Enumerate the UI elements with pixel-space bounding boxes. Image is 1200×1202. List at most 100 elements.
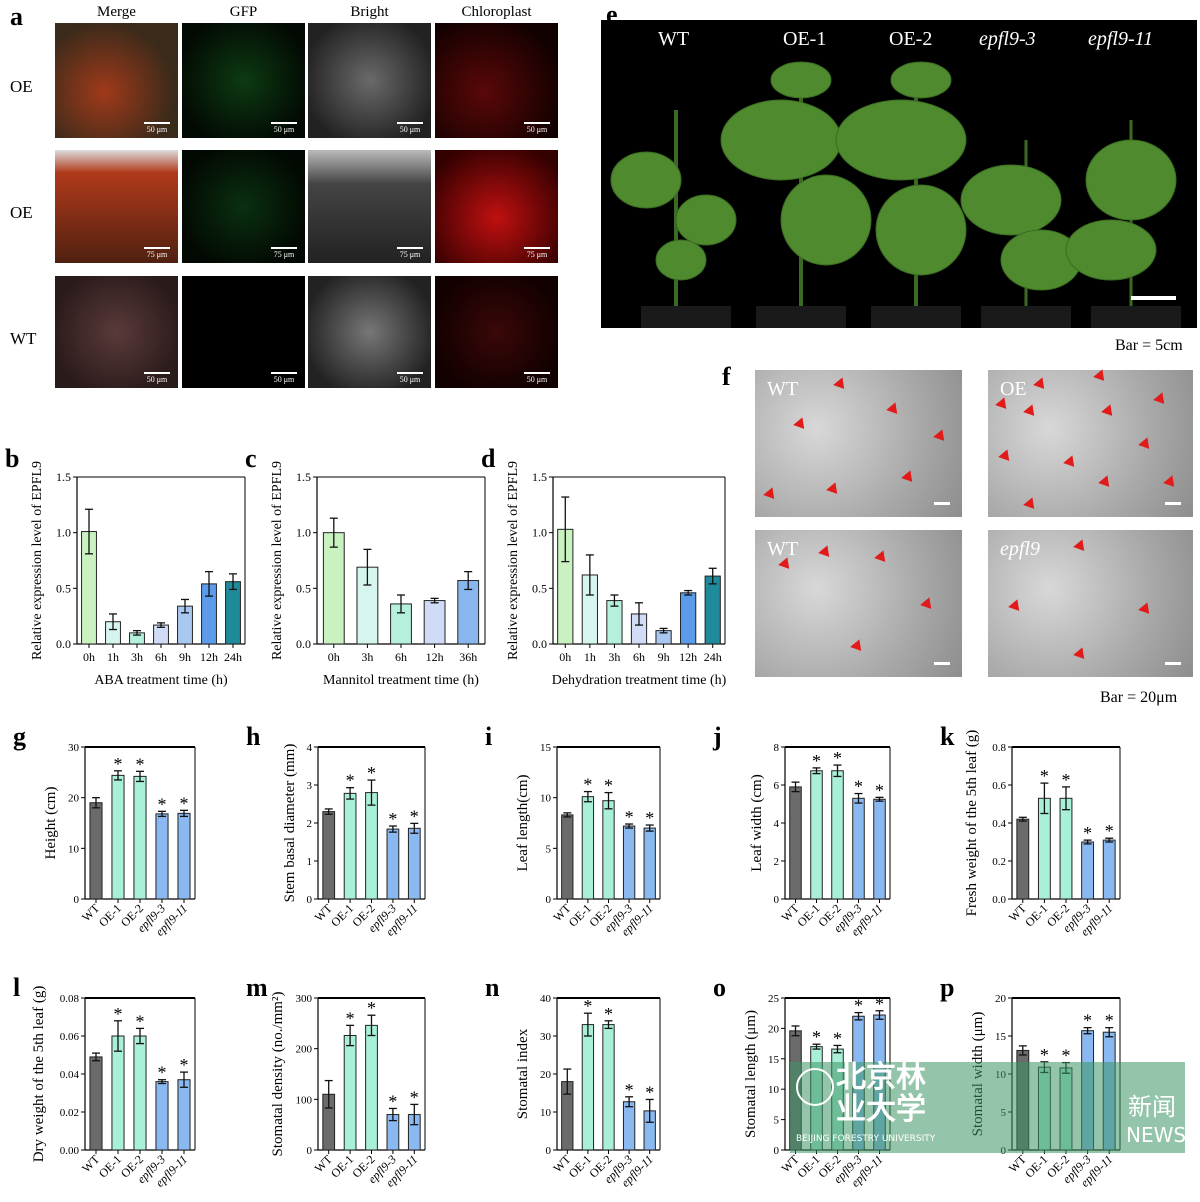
y-tick-label: 3	[307, 780, 313, 792]
significance-star: *	[1083, 1011, 1092, 1031]
y-tick-label: 0	[307, 894, 313, 906]
x-tick-label: 12h	[426, 650, 444, 664]
x-tick-label: OE-1	[96, 1152, 124, 1180]
bar-epfl9-3	[622, 1101, 636, 1151]
x-tick-label: 1h	[584, 650, 596, 664]
bar-OE-2	[365, 792, 378, 900]
y-tick-label: 0	[546, 1145, 552, 1157]
x-tick-label: 24h	[224, 650, 242, 664]
bar-WT	[89, 802, 103, 900]
bar-WT	[561, 814, 574, 900]
y-tick-label: 15	[540, 742, 552, 754]
micrograph-bright-row2: 75 μm	[308, 150, 431, 263]
y-tick-label: 1.0	[296, 526, 311, 540]
panel-label-e: e	[606, 0, 618, 29]
x-tick-label: 0h	[328, 650, 340, 664]
x-tick-label: 24h	[704, 650, 722, 664]
bar-epfl9-11	[643, 827, 656, 900]
scale-bar: 75 μm	[144, 247, 170, 259]
col-header-bright: Bright	[350, 4, 389, 20]
significance-star: *	[367, 763, 376, 783]
y-tick-label: 1.5	[532, 470, 547, 484]
bar-epfl9-11	[1102, 839, 1116, 900]
bar-OE-2	[365, 1024, 378, 1151]
x-tick-label: 12h	[679, 650, 697, 664]
plant-label-epfl9-3: epfl9-3	[979, 28, 1036, 50]
significance-star: *	[854, 996, 863, 1016]
y-tick-label: 0.5	[532, 581, 547, 595]
y-tick-label: 0.00	[60, 1145, 80, 1157]
significance-star: *	[114, 1004, 123, 1024]
y-tick-label: 10	[68, 843, 80, 855]
significance-star: *	[875, 994, 884, 1014]
y-tick-label: 1.5	[296, 470, 311, 484]
sem-label: WT	[767, 378, 799, 400]
significance-star: *	[625, 807, 634, 827]
bar-epfl9-3	[622, 825, 636, 900]
y-tick-label: 200	[296, 1044, 313, 1056]
panel-label-o: o	[713, 973, 726, 1002]
y-tick-label: 20	[768, 1023, 780, 1035]
y-tick-label: 0.0	[56, 637, 71, 651]
bar-3h	[606, 600, 623, 645]
y-tick-label: 0.04	[60, 1069, 80, 1081]
micrograph-gfp-row3: 50 μm	[182, 276, 305, 388]
y-tick-label: 0.4	[992, 818, 1006, 830]
row-label-oe-1: OE	[10, 77, 33, 96]
plant-label-oe-1: OE-1	[783, 28, 827, 50]
y-axis-label: Relative expression level of EPFL9	[506, 461, 521, 660]
micrograph-chloroplast-row2: 75 μm	[435, 150, 558, 263]
significance-star: *	[854, 777, 863, 797]
y-tick-label: 4	[774, 818, 780, 830]
bar-OE-1	[343, 1034, 357, 1151]
significance-star: *	[346, 1008, 355, 1028]
micrograph-merge-row1: 50 μm	[55, 23, 178, 138]
micrograph-gfp-row1: 50 μm	[182, 23, 305, 138]
panel-label-n: n	[485, 973, 500, 1002]
sem-label: epfl9	[1000, 538, 1040, 560]
bar-WT	[322, 811, 336, 900]
significance-star: *	[1062, 770, 1071, 790]
y-tick-label: 10	[768, 1084, 780, 1096]
bar-OE-2	[1059, 797, 1073, 900]
x-tick-label: 3h	[361, 650, 373, 664]
bar-24h	[704, 575, 721, 645]
micrograph-chloroplast-row3: 50 μm	[435, 276, 558, 388]
y-tick-label: 1	[307, 856, 313, 868]
x-tick-label: OE-1	[1022, 1152, 1050, 1180]
y-axis-label: Relative expression level of EPFL9	[30, 461, 45, 660]
significance-star: *	[833, 748, 842, 768]
scale-bar: 50 μm	[144, 122, 170, 134]
panel-label-m: m	[246, 973, 268, 1002]
y-tick-label: 20	[540, 1069, 552, 1081]
row-label-oe-2: OE	[10, 203, 33, 222]
significance-star: *	[1105, 821, 1114, 841]
bar-epfl9-3	[155, 813, 169, 900]
scale-bar: 75 μm	[271, 247, 297, 259]
watermark-news-en: NEWS	[1126, 1123, 1187, 1147]
panel-label-f: f	[722, 362, 731, 391]
significance-star: *	[875, 780, 884, 800]
sem-image-epfl9: epfl9	[988, 530, 1193, 677]
x-tick-label: 0h	[83, 650, 95, 664]
significance-star: *	[410, 1087, 419, 1107]
x-tick-label: 36h	[459, 650, 477, 664]
scale-bar	[934, 662, 950, 665]
watermark-cn: 北京林业大学	[836, 1060, 926, 1127]
y-tick-label: 0.0	[992, 894, 1006, 906]
scale-bar: 75 μm	[524, 247, 550, 259]
plant-label-epfl9-11: epfl9-11	[1088, 28, 1154, 50]
micrograph-bright-row1: 50 μm	[308, 23, 431, 138]
y-tick-label: 0.0	[296, 637, 311, 651]
y-tick-label: 2	[307, 818, 313, 830]
y-axis-label: Leaf width (cm)	[749, 774, 765, 871]
plant-label-oe-2: OE-2	[889, 28, 933, 50]
y-tick-label: 0.2	[992, 856, 1006, 868]
y-tick-label: 0	[774, 1145, 780, 1157]
x-axis-label: Mannitol treatment time (h)	[323, 673, 479, 688]
scale-bar: 50 μm	[397, 372, 423, 384]
scale-bar	[1165, 502, 1181, 505]
y-tick-label: 300	[296, 993, 313, 1005]
panel-label-a: a	[10, 2, 23, 31]
x-tick-label: OE-1	[328, 1152, 356, 1180]
